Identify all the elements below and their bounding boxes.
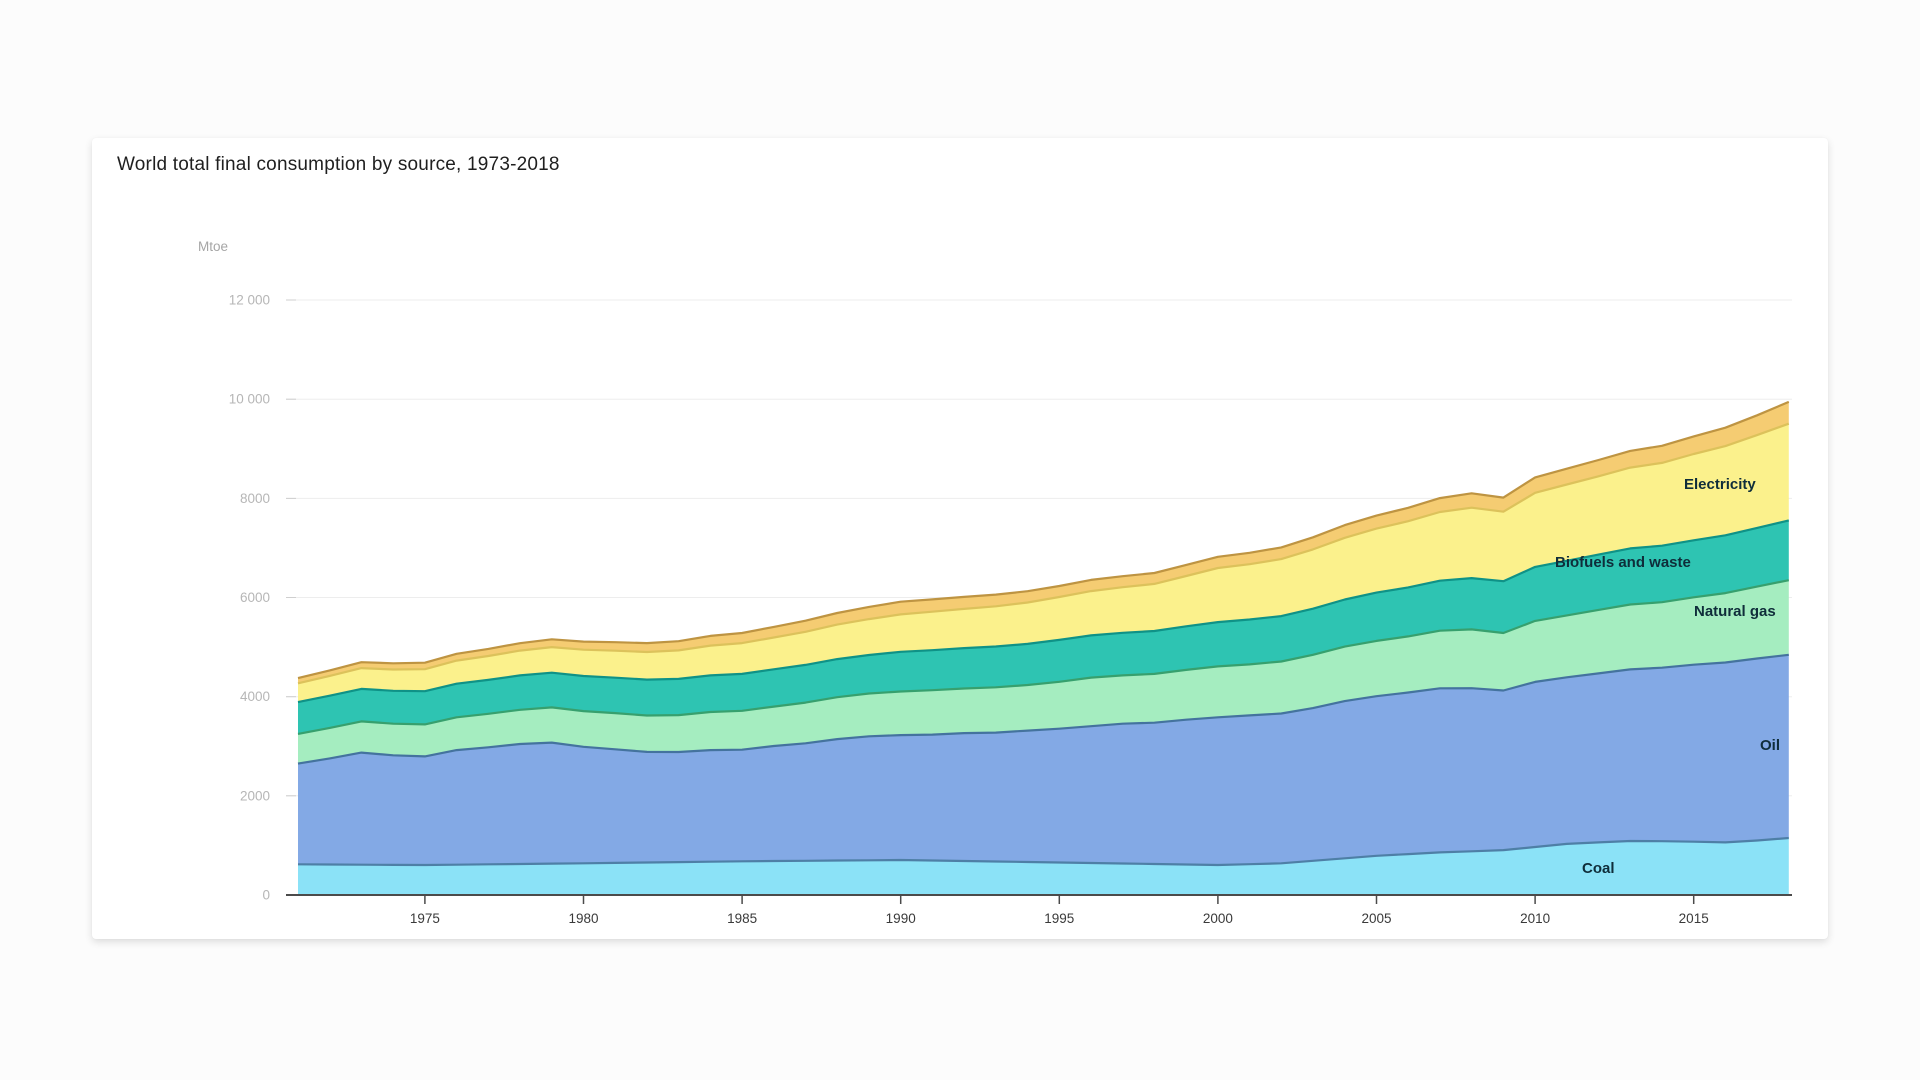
y-axis-unit-label: Mtoe — [198, 239, 229, 254]
area-outline-natural-gas — [297, 579, 1790, 735]
x-axis-label: 2010 — [1520, 911, 1550, 926]
area-outline-top-band — [297, 400, 1790, 680]
series-label-oil: Oil — [1760, 737, 1781, 754]
x-axis-label: 1975 — [410, 911, 440, 926]
area-biofuels-and-waste[interactable] — [298, 520, 1789, 734]
y-axis-label: 12 000 — [229, 293, 270, 308]
area-electricity[interactable] — [298, 423, 1789, 703]
area-outline-electricity — [297, 422, 1790, 685]
area-outline-biofuels-and-waste — [297, 519, 1790, 704]
x-axis-label: 2005 — [1361, 911, 1391, 926]
area-outline-coal — [297, 836, 1789, 867]
series-label-natural-gas: Natural gas — [1694, 603, 1776, 620]
x-axis-label: 2015 — [1679, 911, 1709, 926]
y-axis-label: 6000 — [240, 590, 270, 605]
x-axis-label: 1995 — [1044, 911, 1074, 926]
y-axis-label: 10 000 — [229, 392, 270, 407]
x-axis-label: 1985 — [727, 911, 757, 926]
y-axis-label: 2000 — [240, 788, 270, 803]
area-oil[interactable] — [298, 654, 1789, 865]
x-axis-label: 1990 — [886, 911, 916, 926]
series-label-biofuels-and-waste: Biofuels and waste — [1555, 554, 1691, 571]
x-axis-label: 2000 — [1203, 911, 1233, 926]
y-axis-label: 0 — [262, 888, 270, 903]
chart-title: World total final consumption by source,… — [117, 154, 560, 175]
area-coal[interactable] — [298, 838, 1789, 895]
y-axis-label: 8000 — [240, 491, 270, 506]
stacked-area-chart[interactable]: 0 2000 4000 6000 8000 10 000 12 000 1975 1980 198… — [92, 138, 1828, 939]
chart-card: World total final consumption by source,… — [92, 138, 1828, 939]
x-axis-label: 1980 — [568, 911, 598, 926]
series-label-electricity: Electricity — [1684, 476, 1756, 493]
y-axis-label: 4000 — [240, 689, 270, 704]
area-natural-gas[interactable] — [298, 580, 1789, 764]
series-label-coal: Coal — [1582, 860, 1615, 877]
area-outline-oil — [297, 653, 1789, 765]
